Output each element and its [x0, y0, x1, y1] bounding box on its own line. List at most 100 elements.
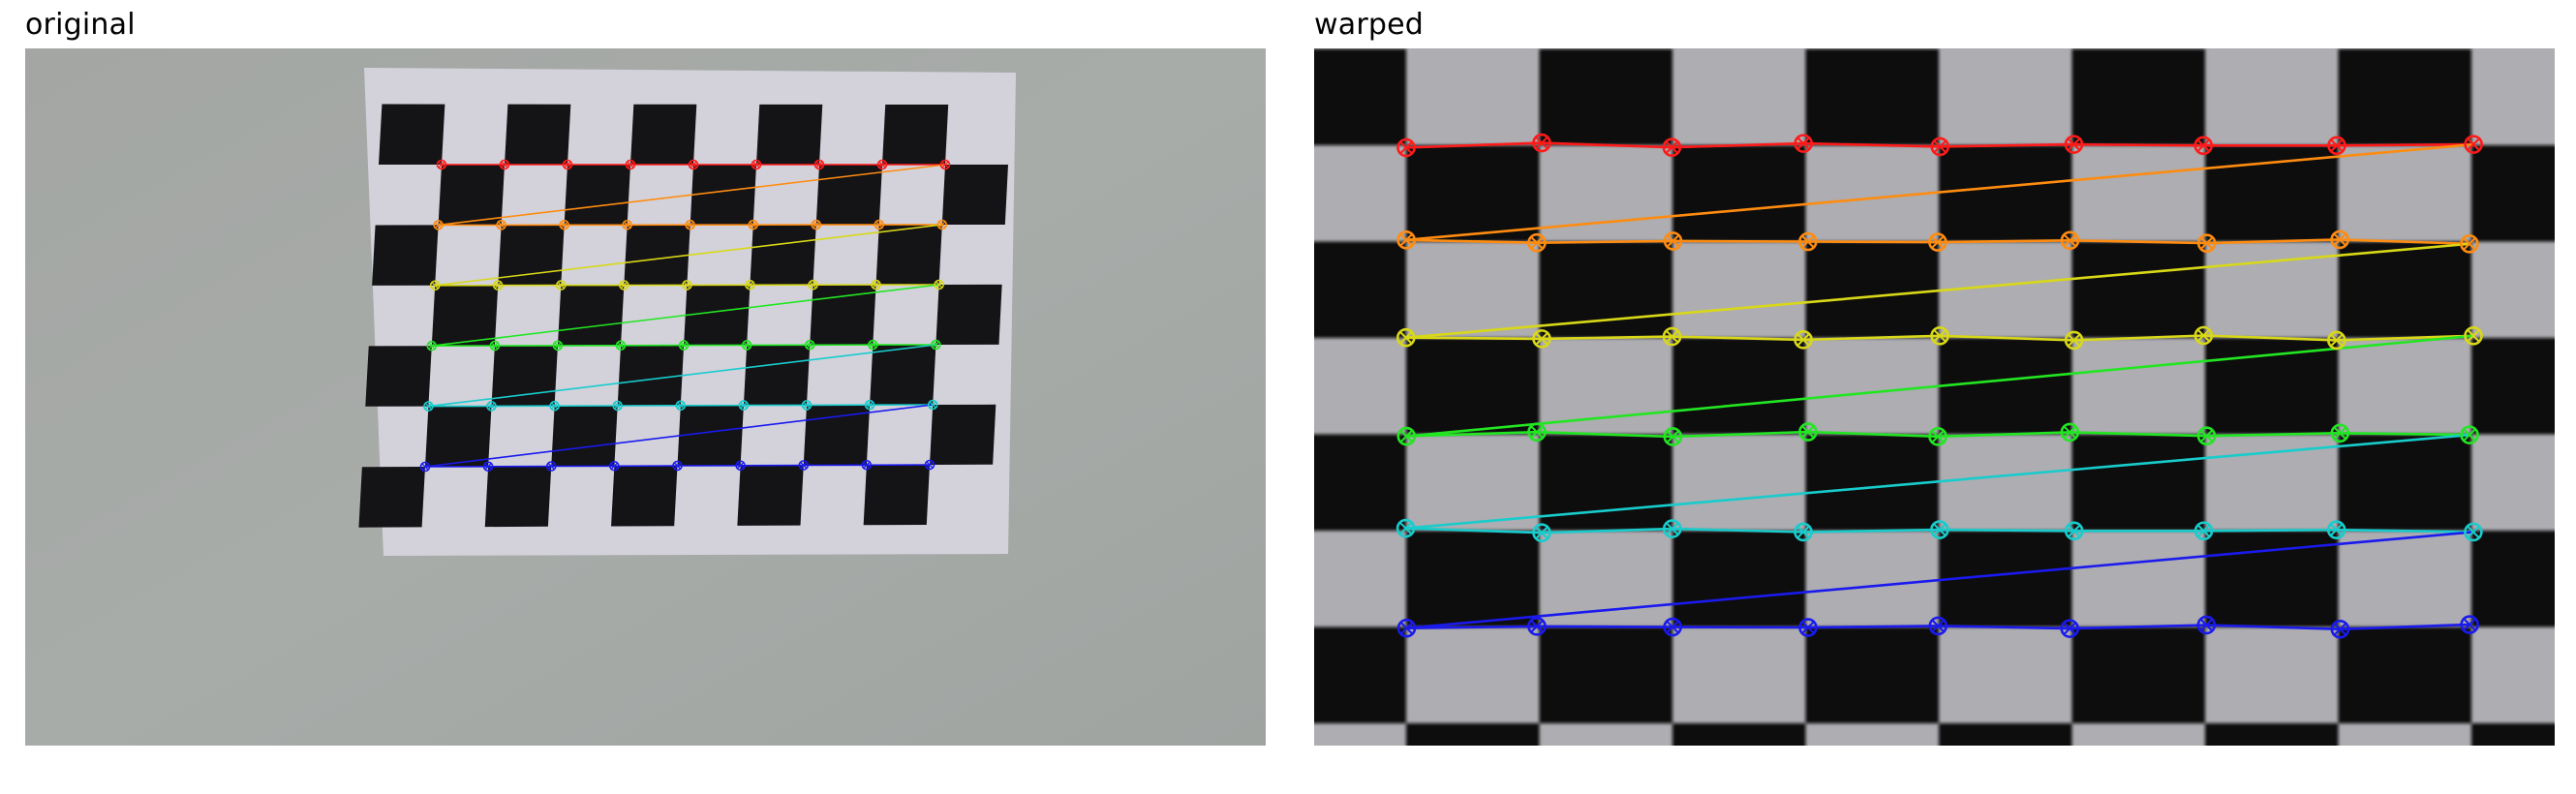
warped-checker-square: [2338, 241, 2471, 338]
corner-circle: [615, 340, 627, 351]
corner-cross: [2199, 236, 2214, 251]
warped-checker-square: [1939, 723, 2072, 746]
corner-circle: [612, 400, 624, 412]
corner-cross: [813, 221, 820, 229]
corner-cross: [2463, 236, 2476, 251]
corner-cross: [1800, 234, 1815, 249]
checker-square: [611, 466, 678, 527]
corner-circle: [2193, 521, 2214, 541]
corner-cross: [1665, 522, 1679, 535]
corner-marker: [748, 219, 759, 230]
corner-circle: [2326, 330, 2346, 351]
corner-circle: [492, 280, 504, 290]
corner-circle: [1663, 231, 1683, 251]
corner-marker: [1794, 522, 1813, 542]
corner-marker: [2464, 325, 2483, 346]
corner-circle: [2460, 425, 2479, 444]
corner-marker: [1794, 134, 1813, 153]
corner-cross: [875, 221, 883, 229]
warped-checker-square: [1314, 434, 1406, 531]
corner-circle: [808, 279, 818, 290]
corner-marker: [1395, 327, 1416, 348]
corner-marker: [482, 461, 494, 473]
corner-marker: [1662, 519, 1682, 538]
corner-cross: [2063, 425, 2077, 440]
corner-cross: [740, 401, 748, 410]
corner-marker: [486, 401, 497, 412]
corner-circle: [861, 459, 873, 471]
checker-square: [941, 165, 1008, 225]
corner-cross: [809, 281, 817, 289]
checker-square: [551, 406, 618, 467]
corner-circle: [2196, 615, 2217, 635]
warped-checker-square: [2205, 338, 2339, 435]
warped-checker-square: [1314, 241, 1406, 338]
corner-circle: [1532, 523, 1551, 543]
corner-marker: [2193, 521, 2214, 541]
corner-circle: [682, 280, 692, 290]
corner-cross: [2463, 618, 2477, 631]
corner-circle: [2330, 229, 2349, 250]
checker-square: [743, 345, 811, 406]
corner-cross: [806, 341, 813, 349]
corner-circle: [2060, 230, 2080, 251]
corner-cross: [614, 402, 622, 410]
corner-cross: [431, 282, 439, 290]
corner-cross: [2067, 333, 2081, 348]
corner-cross: [1796, 333, 1810, 347]
corner-marker: [1930, 325, 1949, 346]
corner-circle: [745, 280, 755, 290]
corner-link-line: [431, 284, 939, 347]
corner-cross: [2199, 429, 2214, 443]
corner-circle: [2464, 135, 2483, 154]
corner-circle: [738, 400, 750, 411]
checker-square: [810, 285, 876, 346]
warped-checker-square: [2471, 531, 2555, 627]
corner-cross: [1931, 619, 1946, 633]
corner-cross: [803, 401, 811, 410]
corner-marker: [924, 459, 935, 471]
corner-cross: [929, 401, 936, 409]
corner-marker: [496, 220, 506, 230]
corner-marker: [423, 401, 434, 412]
checker-square: [870, 345, 936, 406]
corner-link-line: [1406, 531, 2474, 630]
corner-cross: [1398, 521, 1413, 535]
corner-marker: [868, 339, 878, 351]
corner-cross: [746, 281, 754, 289]
corner-circle: [1395, 327, 1416, 348]
corner-marker: [622, 219, 632, 230]
corner-cross: [494, 282, 502, 290]
corner-circle: [931, 339, 941, 351]
corner-marker: [1662, 137, 1682, 158]
corner-marker: [811, 219, 822, 230]
corner-circle: [735, 460, 746, 472]
corner-link-line: [1405, 142, 2474, 242]
corner-marker: [2060, 230, 2080, 251]
corner-cross: [1530, 235, 1544, 250]
corner-circle: [741, 340, 752, 351]
corner-marker: [499, 159, 510, 170]
corner-circle: [2060, 619, 2080, 638]
corner-marker: [562, 159, 573, 170]
warped-checker-square: [2071, 48, 2205, 145]
corner-marker: [2330, 229, 2349, 250]
corner-cross: [2333, 622, 2347, 636]
corner-marker: [1527, 232, 1547, 253]
checker-square: [425, 406, 492, 467]
corner-marker: [1396, 426, 1417, 446]
corner-cross: [866, 401, 874, 409]
corner-circle: [1663, 427, 1683, 446]
warped-checker-square: [1406, 723, 1540, 746]
corner-circle: [1798, 231, 1818, 252]
warped-checker-square: [2338, 434, 2471, 531]
original-image: [25, 48, 1266, 746]
warped-checker-square: [1406, 338, 1540, 435]
corner-marker: [798, 460, 810, 471]
warped-checker-square: [2071, 626, 2205, 723]
corner-circle: [2464, 325, 2483, 346]
corner-circle: [2060, 422, 2080, 443]
corner-circle: [864, 399, 875, 411]
corner-circle: [423, 401, 434, 412]
corner-circle: [555, 280, 567, 290]
